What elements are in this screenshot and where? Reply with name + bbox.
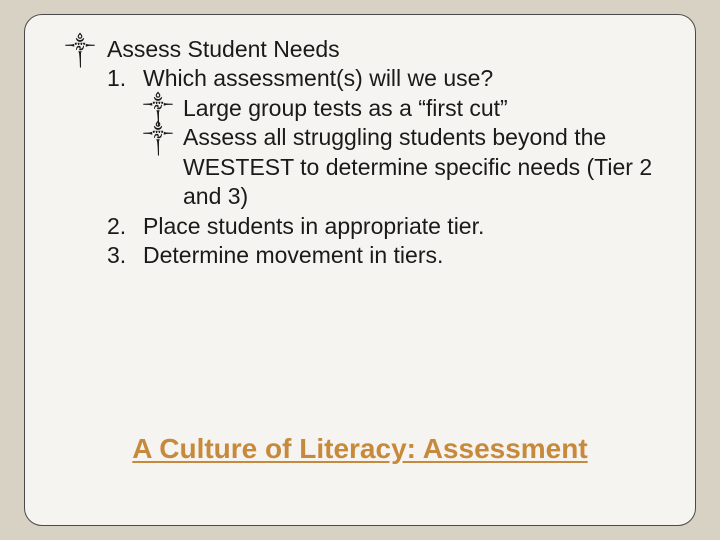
- number-label: 1.: [107, 64, 143, 93]
- bullet-main: ༒ Assess Student Needs: [61, 35, 665, 64]
- flourish-icon: ༒: [61, 35, 107, 64]
- number-label: 2.: [107, 212, 143, 241]
- numbered-list: 1. Which assessment(s) will we use?: [107, 64, 665, 93]
- sub-item: ༒ Assess all struggling students beyond …: [143, 123, 665, 211]
- numbered-text: Determine movement in tiers.: [143, 241, 443, 270]
- numbered-item: 3. Determine movement in tiers.: [107, 241, 665, 270]
- numbered-text: Place students in appropriate tier.: [143, 212, 484, 241]
- flourish-icon: ༒: [143, 94, 183, 123]
- number-label: 3.: [107, 241, 143, 270]
- sub-item-text: Large group tests as a “first cut”: [183, 94, 508, 123]
- numbered-text: Which assessment(s) will we use?: [143, 64, 493, 93]
- slide-panel: ༒ Assess Student Needs 1. Which assessme…: [24, 14, 696, 526]
- sub-list: ༒ Large group tests as a “first cut” ༒ A…: [143, 94, 665, 212]
- numbered-item: 2. Place students in appropriate tier.: [107, 212, 665, 241]
- numbered-list: 2. Place students in appropriate tier. 3…: [107, 212, 665, 271]
- slide-title: A Culture of Literacy: Assessment: [25, 433, 695, 465]
- flourish-icon: ༒: [143, 123, 183, 152]
- numbered-item: 1. Which assessment(s) will we use?: [107, 64, 665, 93]
- body-content: ༒ Assess Student Needs 1. Which assessme…: [61, 35, 665, 271]
- sub-item: ༒ Large group tests as a “first cut”: [143, 94, 665, 123]
- sub-item-text: Assess all struggling students beyond th…: [183, 123, 665, 211]
- bullet-main-text: Assess Student Needs: [107, 35, 340, 64]
